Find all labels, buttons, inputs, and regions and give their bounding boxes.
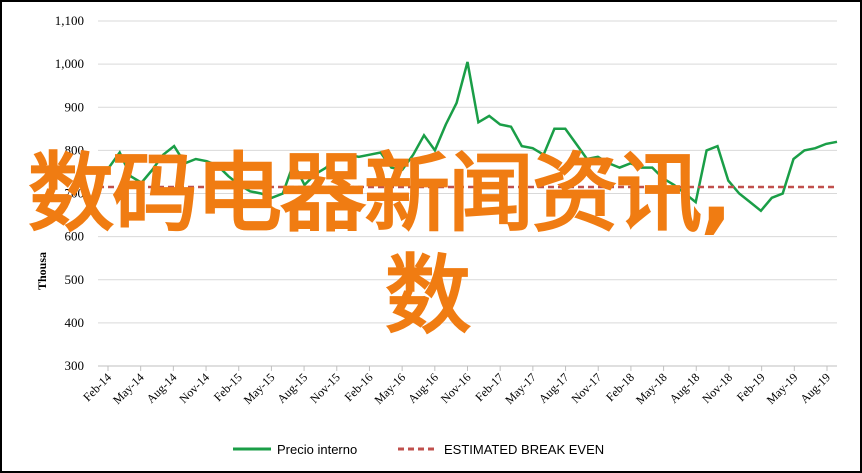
legend-label-break-even: ESTIMATED BREAK EVEN [444,442,604,457]
x-tick-label: Nov-16 [438,370,474,406]
x-tick-label: Feb-14 [80,370,114,404]
x-tick-label: Nov-15 [307,370,343,406]
y-tick-label: 1,000 [55,56,84,71]
x-tick-label: May-16 [371,370,408,407]
y-tick-label: 1,100 [55,13,84,28]
y-tick-label: 500 [65,272,85,287]
x-tick-label: Aug-15 [274,370,310,406]
y-tick-label: 700 [65,186,85,201]
legend-label-precio: Precio interno [277,442,357,457]
x-tick-label: May-17 [502,370,539,407]
y-tick-label: 600 [65,229,85,244]
x-tick-labels: Feb-14May-14Aug-14Nov-14Feb-15May-15Aug-… [80,370,833,407]
grid-lines [98,20,837,367]
x-tick-label: Aug-19 [797,370,833,406]
x-tick-label: Feb-15 [211,370,245,404]
y-tick-label: 900 [65,99,85,114]
legend: Precio interno ESTIMATED BREAK EVEN [233,442,604,457]
x-tick-label: Nov-14 [176,370,212,406]
x-tick-label: May-18 [633,370,670,407]
axes [98,365,837,371]
series-lines [97,61,838,213]
y-axis-label: Thousa [35,252,49,290]
x-tick-label: Nov-18 [699,370,735,406]
x-tick-label: Aug-14 [144,370,180,406]
y-tick-label: 400 [65,315,85,330]
y-tick-labels: 300 400 500 600 700 800 900 1,000 1,100 [55,13,84,373]
x-tick-label: Nov-17 [569,370,605,406]
x-tick-label: Aug-16 [405,370,441,406]
x-tick-label: May-14 [110,370,147,407]
x-tick-label: Aug-18 [667,370,703,406]
y-tick-label: 300 [65,358,85,373]
x-tick-label: Feb-16 [342,370,376,404]
series-line-0 [97,61,838,213]
x-tick-label: Feb-18 [603,370,637,404]
x-tick-label: Feb-19 [734,370,768,404]
x-tick-label: May-15 [241,370,278,407]
x-tick-label: Aug-17 [536,370,572,406]
y-tick-label: 800 [65,142,85,157]
x-tick-label: Feb-17 [472,370,506,404]
x-tick-label: May-19 [764,370,801,407]
